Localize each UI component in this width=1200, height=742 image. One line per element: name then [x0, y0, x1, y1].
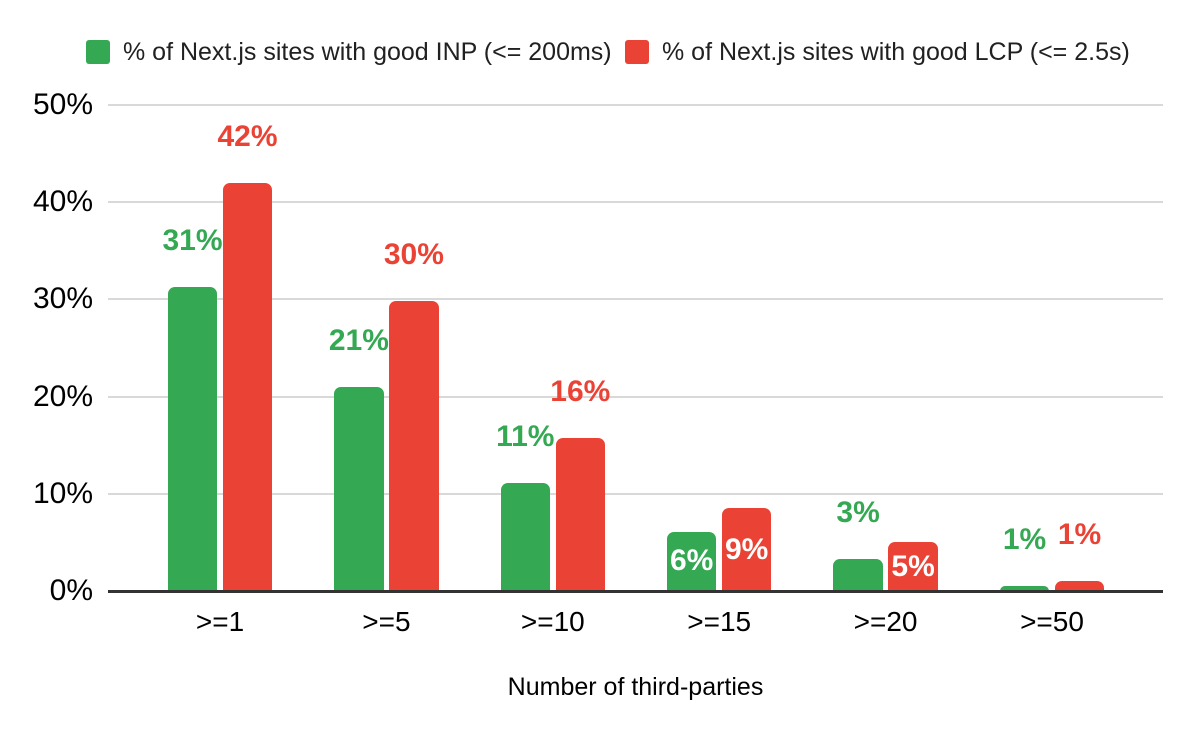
- gridline: [108, 492, 1163, 495]
- x-axis-title: Number of third-parties: [507, 673, 764, 701]
- legend-item-lcp: % of Next.js sites with good LCP (<= 2.5…: [625, 38, 1130, 66]
- bar-inp-group-2: [500, 483, 551, 591]
- bar-value-label: 1%: [1057, 518, 1102, 552]
- x-tick-label: >=5: [362, 606, 411, 637]
- y-tick-label: 30%: [32, 282, 93, 316]
- legend-swatch-lcp: [625, 40, 649, 64]
- bar-lcp-group-1: [389, 301, 439, 591]
- legend-item-inp: % of Next.js sites with good INP (<= 200…: [86, 38, 612, 66]
- gridline: [108, 298, 1163, 301]
- legend-label-lcp: % of Next.js sites with good LCP (<= 2.5…: [662, 37, 1130, 66]
- bar-inp-group-0: [167, 286, 218, 591]
- y-tick-label: 10%: [32, 476, 93, 510]
- y-tick-label: 0%: [49, 574, 93, 607]
- x-tick-label: >=1: [195, 606, 245, 637]
- x-tick-label: >=10: [520, 606, 585, 637]
- bar-inp-group-1: [334, 386, 384, 591]
- bar-value-label: 1%: [1002, 523, 1047, 557]
- bar-value-label: 9%: [725, 532, 769, 566]
- bar-value-label: 5%: [891, 549, 935, 583]
- x-axis-baseline: [108, 590, 1163, 593]
- bar-lcp-group-4: [888, 542, 938, 591]
- bar-lcp-group-3: [721, 508, 772, 591]
- bar-lcp-group-5: [1054, 581, 1105, 591]
- legend-swatch-inp: [86, 40, 110, 64]
- x-tick-label: >=50: [1020, 606, 1084, 637]
- bar-inp-group-5: [999, 586, 1050, 591]
- bar-value-label: 16%: [550, 375, 611, 409]
- y-tick-label: 20%: [32, 379, 93, 413]
- bar-value-label: 30%: [383, 238, 444, 272]
- gridline: [108, 201, 1163, 204]
- x-tick-label: >=15: [687, 606, 752, 637]
- bar-inp-group-3: [666, 531, 717, 591]
- gridline: [108, 395, 1163, 398]
- y-tick-label: 50%: [32, 88, 93, 121]
- x-tick-label: >=20: [853, 606, 918, 637]
- bar-value-label: 3%: [836, 495, 880, 529]
- y-tick-label: 40%: [32, 185, 93, 219]
- bar-value-label: 31%: [162, 223, 223, 257]
- bar-value-label: 6%: [670, 544, 714, 578]
- bar-value-label: 21%: [328, 323, 389, 357]
- bar-value-label: 42%: [217, 119, 278, 153]
- bar-lcp-group-0: [222, 182, 273, 591]
- bar-lcp-group-2: [555, 438, 606, 591]
- chart-plot-area: 31% 21% 11% 6% 3% 1% 42% 30% 16% 9% 5% 1%: [108, 104, 1163, 593]
- bar-value-label: 11%: [496, 420, 555, 454]
- bar-inp-group-4: [833, 558, 883, 591]
- gridline: [108, 104, 1163, 106]
- legend-label-inp: % of Next.js sites with good INP (<= 200…: [123, 37, 612, 66]
